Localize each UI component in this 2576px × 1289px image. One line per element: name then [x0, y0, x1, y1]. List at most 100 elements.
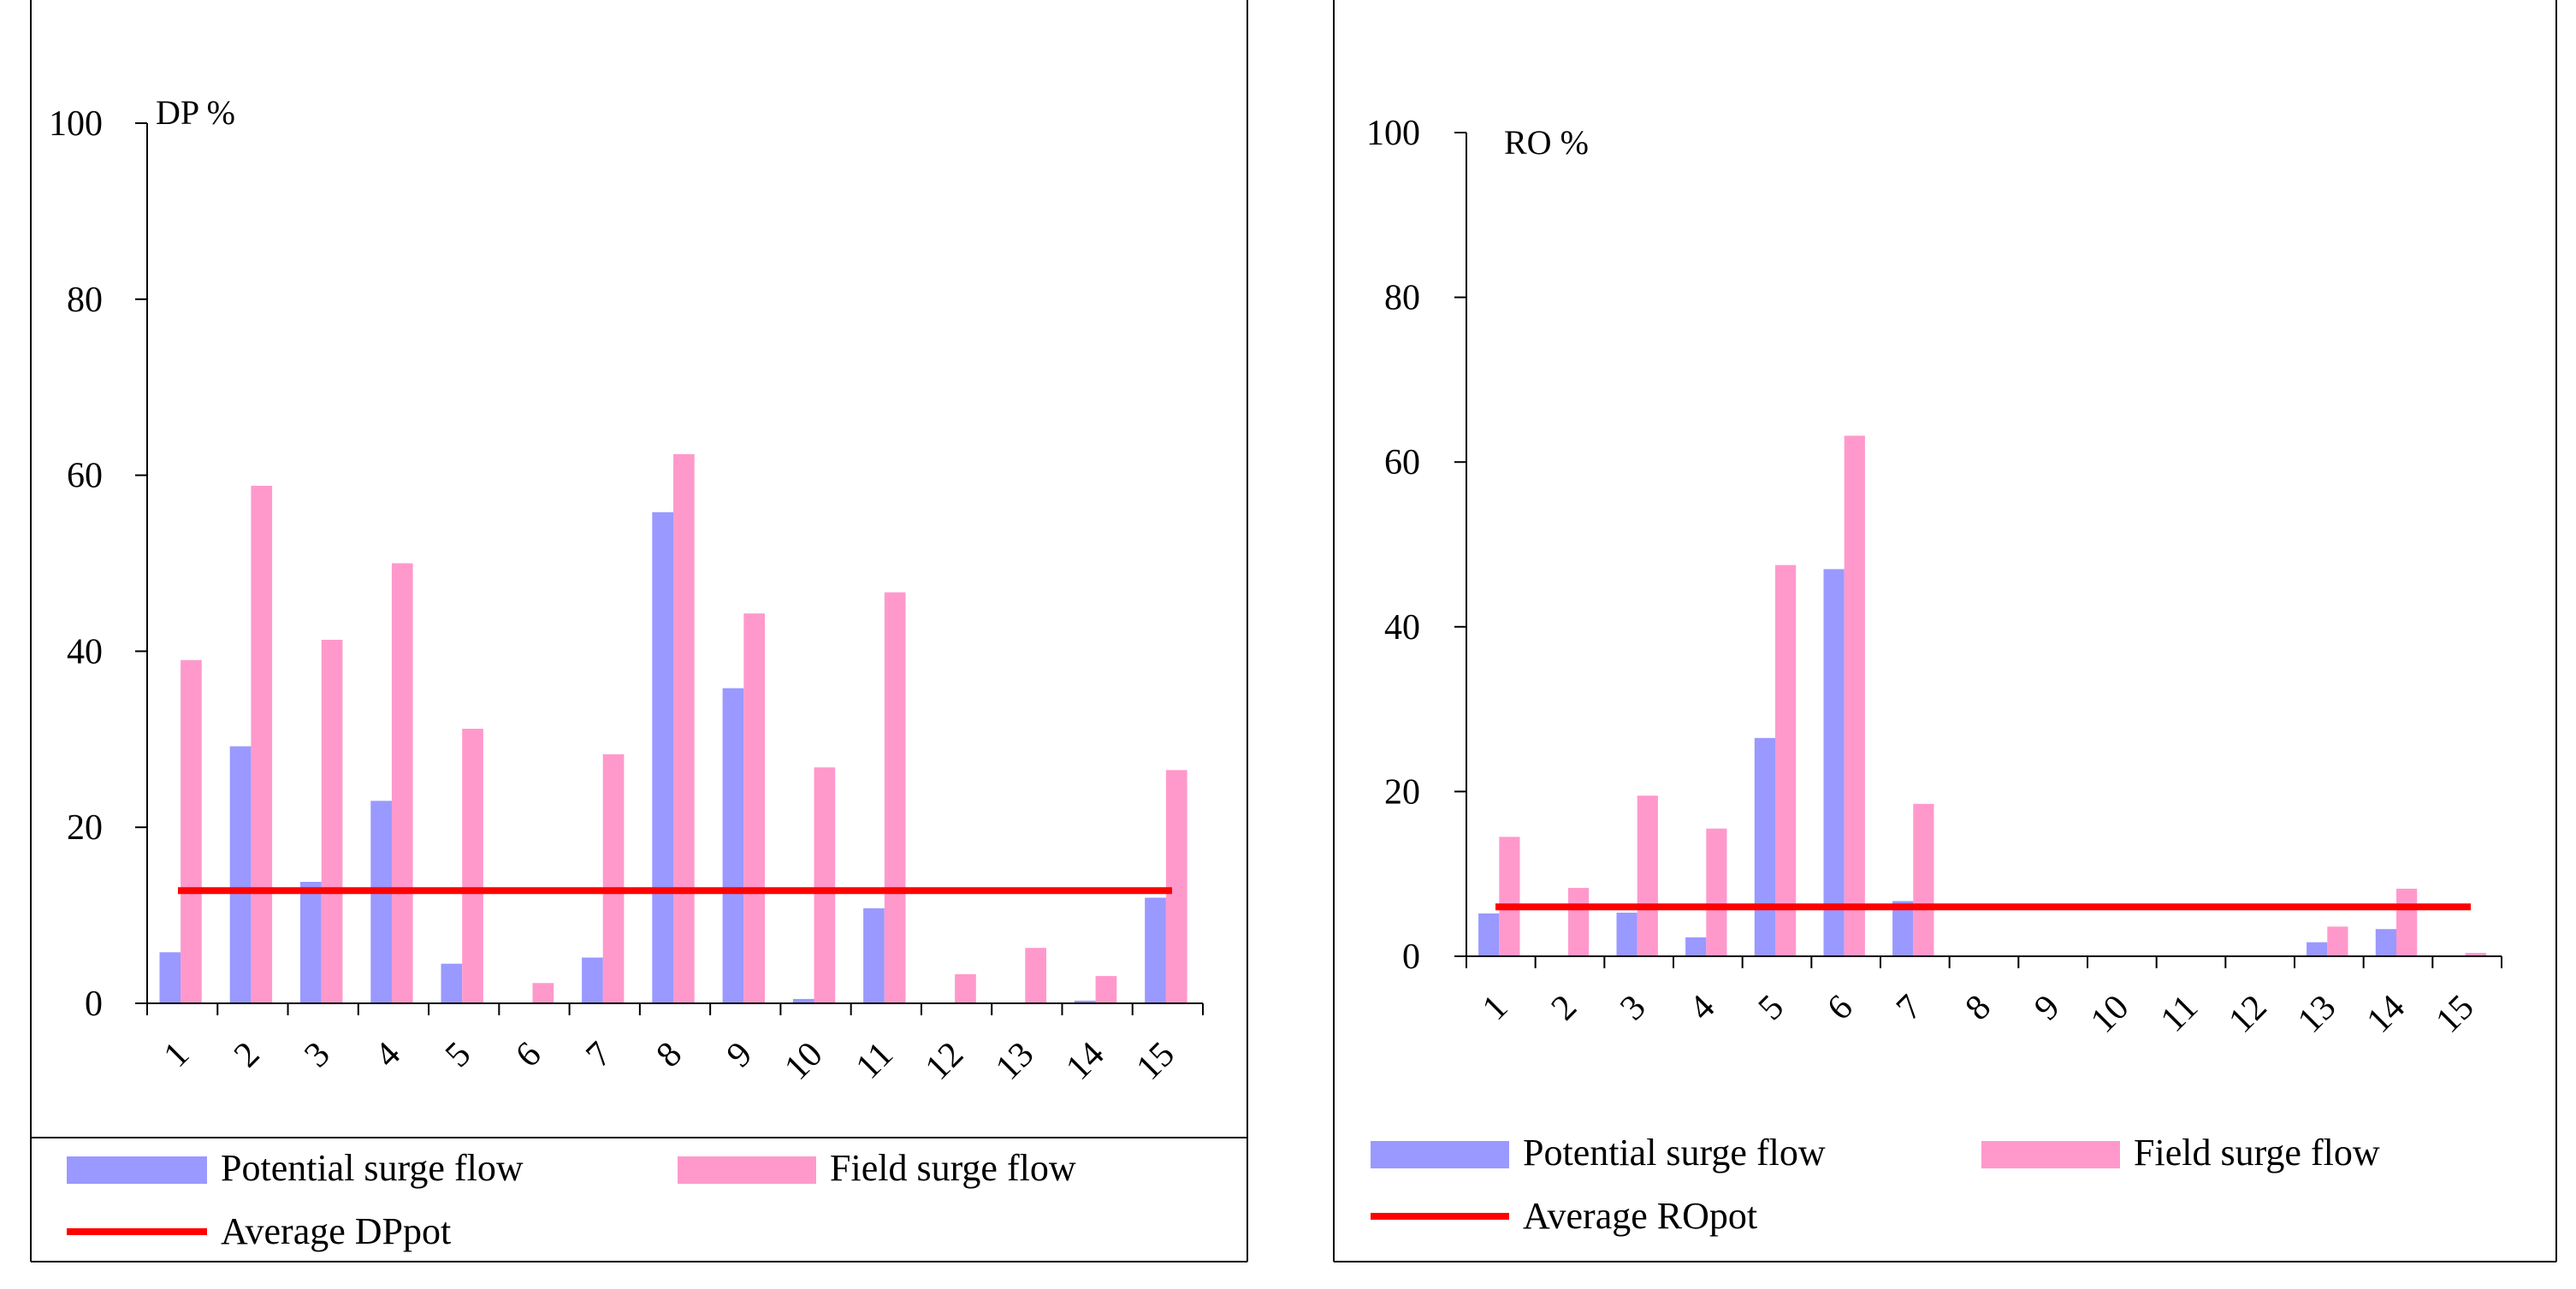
- x-tick-label: 4: [1682, 988, 1722, 1028]
- x-tick-label: 5: [1751, 988, 1791, 1028]
- x-tick-label: 5: [438, 1035, 478, 1075]
- bar-potential-3: [1616, 913, 1637, 956]
- x-tick-label: 13: [988, 1035, 1041, 1088]
- legend-swatch-potential: [67, 1156, 207, 1184]
- legend: Potential surge flow Field surge flow Av…: [67, 1147, 1076, 1252]
- x-tick-label: 3: [1613, 988, 1653, 1028]
- legend-label-average: Average DPpot: [221, 1210, 451, 1252]
- y-tick-label: 20: [67, 808, 103, 848]
- bar-potential-11: [863, 908, 885, 1003]
- bar-field-14: [1095, 976, 1117, 1003]
- bar-field-13: [2327, 926, 2348, 956]
- bar-field-15: [1165, 770, 1187, 1003]
- bar-potential-10: [792, 998, 814, 1003]
- y-tick-label: 0: [85, 984, 103, 1024]
- x-tick-label: 15: [1129, 1035, 1182, 1088]
- bar-potential-4: [1685, 937, 1707, 956]
- bar-field-1: [181, 659, 202, 1003]
- y-tick-label: 20: [1384, 772, 1420, 812]
- bar-potential-15: [1145, 897, 1166, 1003]
- x-tick-label: 7: [1889, 988, 1929, 1028]
- chart-panel-dp: [30, 0, 1248, 1262]
- x-tick-label: 8: [649, 1035, 690, 1075]
- legend-label-field: Field surge flow: [2134, 1132, 2380, 1174]
- bar-field-1: [1499, 837, 1520, 956]
- x-tick-label: 1: [157, 1035, 197, 1075]
- y-tick-label: 60: [67, 457, 103, 496]
- y-tick-label: 100: [1366, 114, 1420, 153]
- x-tick-label: 12: [918, 1035, 971, 1088]
- x-tick-label: 14: [1058, 1035, 1111, 1088]
- bar-field-6: [1844, 435, 1865, 956]
- bar-potential-1: [159, 952, 181, 1003]
- x-tick-label: 10: [2083, 988, 2136, 1041]
- bar-field-10: [814, 767, 836, 1003]
- x-tick-label: 13: [2290, 988, 2343, 1041]
- bar-potential-7: [582, 957, 603, 1003]
- bar-field-4: [391, 563, 413, 1003]
- legend-label-average: Average ROpot: [1523, 1195, 1757, 1237]
- x-tick-label: 2: [227, 1035, 267, 1075]
- bar-field-11: [884, 592, 906, 1003]
- bar-field-5: [1775, 565, 1797, 956]
- x-tick-label: 12: [2222, 988, 2275, 1041]
- bar-field-15: [2465, 953, 2486, 956]
- x-tick-label: 9: [720, 1035, 760, 1075]
- x-tick-label: 8: [1958, 988, 1999, 1028]
- x-tick-label: 1: [1475, 988, 1515, 1028]
- y-tick-label: 40: [67, 632, 103, 671]
- x-tick-label: 15: [2429, 988, 2482, 1041]
- x-tick-label: 4: [368, 1035, 408, 1075]
- bar-potential-3: [300, 882, 322, 1003]
- x-tick-label: 7: [578, 1035, 619, 1075]
- chart-panel-ro: [1333, 0, 2557, 1262]
- legend-swatch-field: [1981, 1141, 2120, 1168]
- y-tick-label: 40: [1384, 608, 1420, 647]
- bar-potential-7: [1892, 901, 1914, 956]
- y-tick-label: 60: [1384, 443, 1420, 482]
- bar-field-7: [602, 754, 625, 1003]
- x-tick-label: 3: [297, 1035, 337, 1075]
- bar-field-5: [462, 729, 483, 1003]
- x-tick-label: 6: [508, 1035, 548, 1075]
- bar-potential-8: [652, 511, 673, 1003]
- y-tick-label: 0: [1402, 937, 1420, 977]
- x-tick-label: 11: [2153, 988, 2206, 1040]
- bar-potential-5: [441, 963, 463, 1003]
- bars-group: [159, 453, 1187, 1003]
- bar-potential-5: [1754, 737, 1775, 956]
- x-tick-label: 14: [2360, 988, 2413, 1041]
- bar-field-12: [955, 974, 976, 1003]
- bar-potential-14: [2375, 929, 2396, 956]
- legend-label-field: Field surge flow: [830, 1147, 1076, 1189]
- legend-swatch-field: [678, 1156, 816, 1184]
- legend-label-potential: Potential surge flow: [1523, 1132, 1826, 1174]
- bar-potential-9: [722, 688, 744, 1003]
- y-tick-label: 100: [49, 104, 103, 144]
- bar-field-14: [2396, 889, 2418, 956]
- bar-potential-1: [1478, 913, 1500, 956]
- x-tick-label: 9: [2027, 988, 2067, 1028]
- x-tick-label: 10: [777, 1035, 830, 1088]
- bars-group: [1478, 435, 2486, 956]
- x-tick-label: 2: [1544, 988, 1584, 1028]
- x-tick-label: 11: [849, 1035, 901, 1087]
- legend-label-potential: Potential surge flow: [221, 1147, 524, 1189]
- y-axis-title: RO %: [1504, 123, 1589, 162]
- bar-potential-4: [370, 801, 392, 1003]
- bar-field-9: [743, 613, 765, 1003]
- bar-potential-6: [1823, 569, 1845, 956]
- bar-field-2: [251, 485, 273, 1003]
- bar-potential-2: [229, 746, 252, 1003]
- bar-field-3: [321, 640, 343, 1003]
- bar-field-4: [1706, 828, 1727, 956]
- bar-field-3: [1637, 795, 1658, 956]
- bar-field-2: [1568, 888, 1590, 956]
- legend: Potential surge flow Field surge flow Av…: [1371, 1132, 2380, 1237]
- y-tick-label: 80: [1384, 279, 1420, 318]
- bar-field-8: [673, 453, 695, 1003]
- bar-potential-14: [1074, 1000, 1096, 1003]
